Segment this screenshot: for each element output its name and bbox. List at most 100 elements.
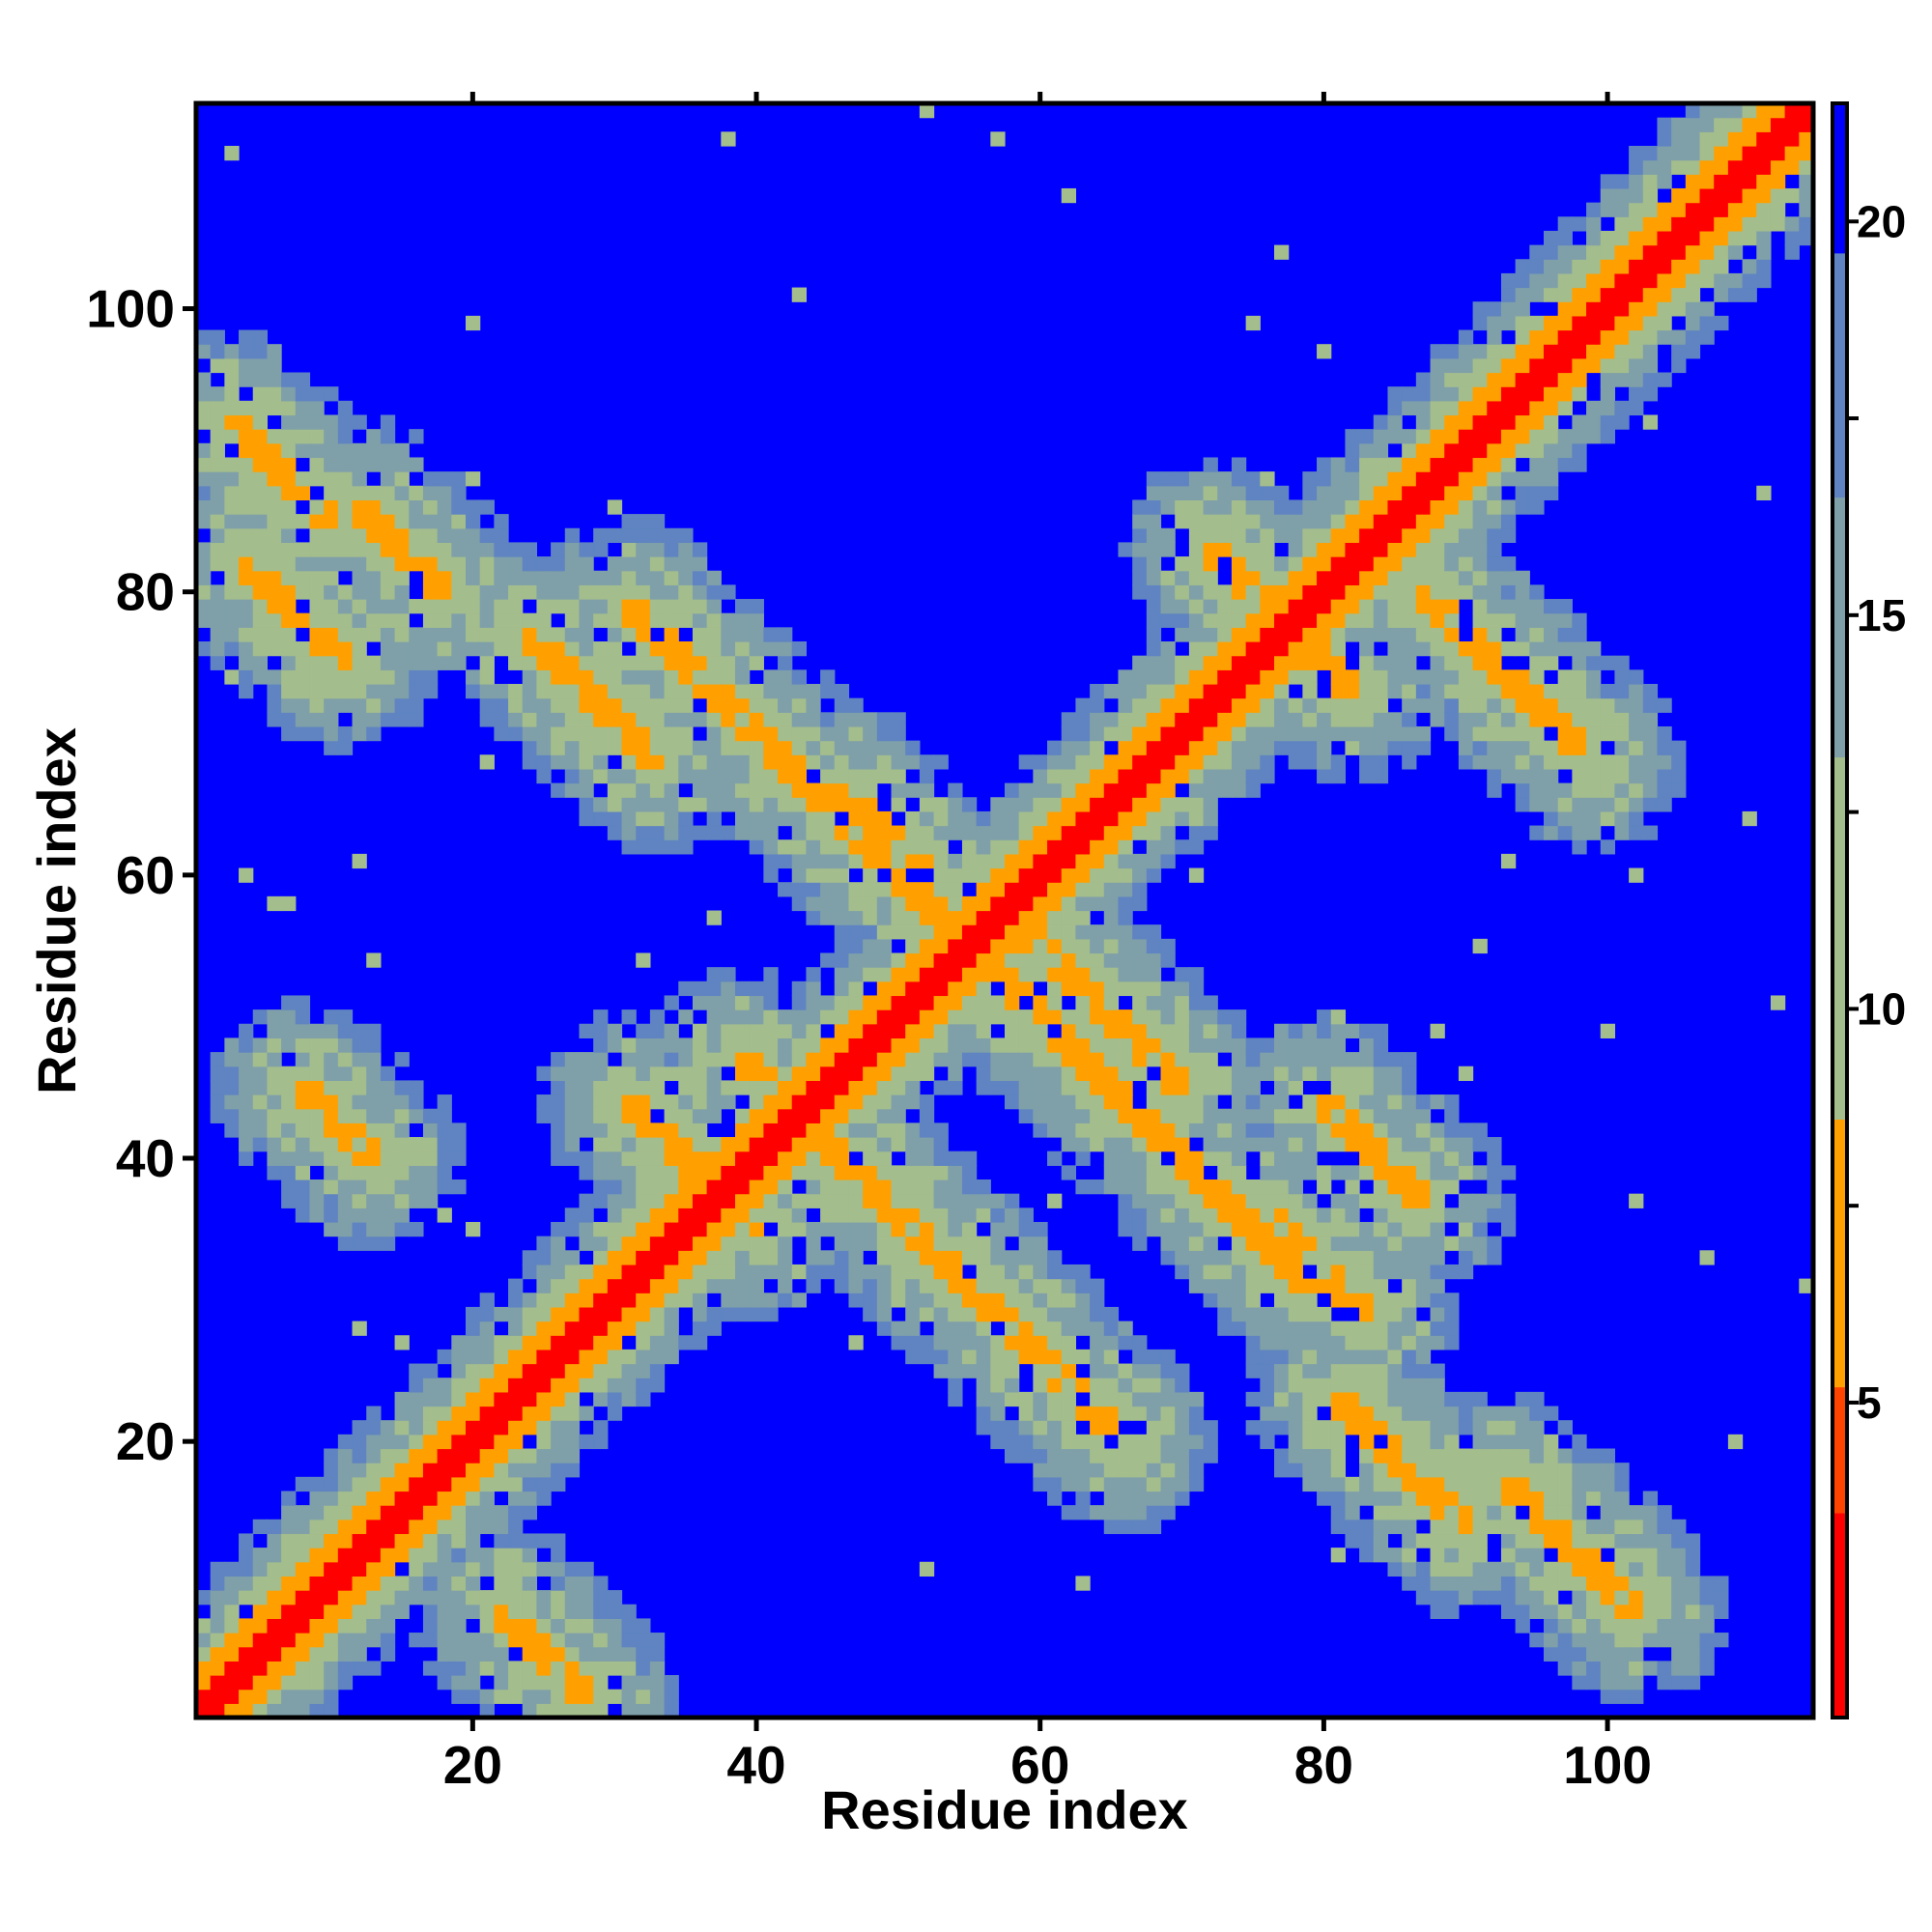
heatmap-cell bbox=[1458, 712, 1474, 727]
heatmap-cell bbox=[976, 1052, 991, 1067]
heatmap-cell bbox=[1260, 556, 1275, 572]
heatmap-cell bbox=[1260, 599, 1275, 614]
heatmap-cell bbox=[933, 1264, 949, 1280]
heatmap-cell bbox=[1415, 386, 1432, 402]
heatmap-cell bbox=[1146, 938, 1162, 954]
heatmap-cell bbox=[678, 683, 694, 699]
heatmap-cell bbox=[309, 514, 325, 529]
heatmap-cell bbox=[1302, 1448, 1318, 1463]
heatmap-cell bbox=[394, 1094, 410, 1110]
heatmap-cell bbox=[976, 1406, 991, 1421]
heatmap-cell bbox=[1544, 782, 1559, 798]
heatmap-cell bbox=[1274, 1052, 1290, 1067]
heatmap-cell bbox=[1629, 216, 1644, 232]
heatmap-cell bbox=[834, 725, 850, 742]
heatmap-cell bbox=[636, 740, 651, 755]
heatmap-cell bbox=[536, 1250, 552, 1265]
heatmap-cell bbox=[990, 1349, 1006, 1365]
heatmap-cell bbox=[1430, 1420, 1445, 1435]
heatmap-cell bbox=[976, 1349, 991, 1365]
heatmap-cell bbox=[1572, 1519, 1587, 1535]
heatmap-cell bbox=[1175, 967, 1190, 982]
heatmap-cell bbox=[267, 344, 282, 359]
heatmap-cell bbox=[848, 1278, 864, 1293]
heatmap-cell bbox=[919, 895, 935, 912]
heatmap-cell bbox=[352, 853, 367, 869]
heatmap-cell bbox=[252, 514, 269, 529]
heatmap-cell bbox=[1572, 641, 1587, 657]
heatmap-cell bbox=[252, 329, 269, 345]
heatmap-cell bbox=[1090, 867, 1105, 883]
heatmap-cell bbox=[692, 1250, 708, 1265]
heatmap-cell bbox=[1103, 938, 1120, 954]
heatmap-cell bbox=[1402, 1236, 1417, 1251]
heatmap-cell bbox=[1175, 1476, 1190, 1492]
heatmap-cell bbox=[579, 740, 594, 755]
heatmap-cell bbox=[494, 697, 509, 713]
heatmap-cell bbox=[863, 1179, 878, 1195]
heatmap-cell bbox=[1444, 372, 1460, 387]
heatmap-cell bbox=[763, 782, 779, 798]
heatmap-cell bbox=[366, 712, 382, 727]
heatmap-cell bbox=[409, 641, 424, 657]
heatmap-cell bbox=[352, 570, 367, 585]
heatmap-cell bbox=[1529, 1533, 1545, 1548]
heatmap-cell bbox=[961, 924, 978, 940]
heatmap-cell bbox=[1033, 768, 1048, 784]
heatmap-cell bbox=[267, 499, 282, 515]
heatmap-cell bbox=[196, 329, 212, 345]
heatmap-cell bbox=[891, 924, 906, 940]
heatmap-cell bbox=[1515, 1476, 1530, 1492]
heatmap-cell bbox=[536, 1420, 552, 1435]
heatmap-cell bbox=[380, 627, 396, 642]
heatmap-cell bbox=[451, 655, 467, 670]
heatmap-cell bbox=[1330, 1165, 1347, 1180]
heatmap-cell bbox=[394, 514, 410, 529]
heatmap-cell bbox=[451, 1519, 467, 1535]
heatmap-cell bbox=[778, 882, 793, 897]
heatmap-cell bbox=[1614, 216, 1630, 232]
heatmap-cell bbox=[607, 1618, 623, 1634]
heatmap-cell bbox=[649, 1335, 666, 1350]
heatmap-cell bbox=[1317, 740, 1332, 755]
heatmap-cell bbox=[1402, 1278, 1417, 1293]
heatmap-cell bbox=[224, 1618, 240, 1634]
heatmap-cell bbox=[267, 1633, 282, 1648]
heatmap-cell bbox=[1387, 1264, 1403, 1280]
heatmap-cell bbox=[1245, 712, 1261, 727]
heatmap-cell bbox=[1373, 1491, 1389, 1506]
heatmap-cell bbox=[1118, 768, 1133, 784]
heatmap-cell bbox=[664, 1250, 679, 1265]
heatmap-cell bbox=[1317, 1037, 1332, 1053]
heatmap-cell bbox=[366, 1590, 382, 1605]
heatmap-cell bbox=[1160, 1065, 1176, 1081]
heatmap-cell bbox=[210, 1604, 225, 1619]
heatmap-cell bbox=[1614, 1604, 1630, 1619]
heatmap-cell bbox=[664, 669, 679, 685]
heatmap-cell bbox=[224, 641, 240, 657]
heatmap-cell bbox=[1402, 1463, 1417, 1478]
heatmap-cell bbox=[1387, 1406, 1403, 1421]
heatmap-cell bbox=[1629, 1675, 1644, 1690]
heatmap-cell bbox=[1132, 1023, 1148, 1039]
heatmap-cell bbox=[848, 839, 864, 855]
heatmap-cell bbox=[1132, 1221, 1148, 1237]
heatmap-cell bbox=[437, 599, 452, 614]
heatmap-cell bbox=[1005, 797, 1020, 812]
heatmap-cell bbox=[422, 683, 439, 699]
heatmap-cell bbox=[564, 1208, 581, 1223]
heatmap-cell bbox=[1075, 1491, 1091, 1506]
heatmap-cell bbox=[337, 683, 354, 699]
heatmap-cell bbox=[394, 1448, 410, 1463]
heatmap-cell bbox=[692, 584, 708, 600]
heatmap-cell bbox=[1118, 810, 1133, 827]
heatmap-cell bbox=[551, 1065, 566, 1081]
heatmap-cell bbox=[678, 1108, 694, 1123]
heatmap-cell bbox=[1529, 1590, 1545, 1605]
heatmap-cell bbox=[1317, 754, 1332, 770]
heatmap-cell bbox=[1005, 1250, 1020, 1265]
heatmap-cell bbox=[820, 1221, 836, 1237]
heatmap-cell bbox=[1231, 471, 1247, 487]
heatmap-cell bbox=[1231, 1137, 1247, 1152]
heatmap-cell bbox=[1317, 1448, 1332, 1463]
